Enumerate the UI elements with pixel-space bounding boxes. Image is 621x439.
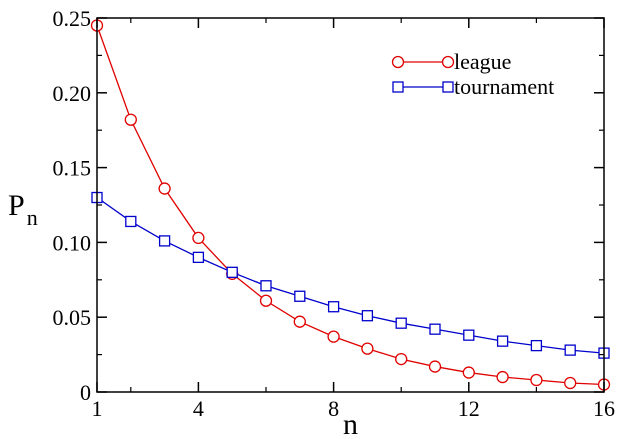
x-tick-label: 8 bbox=[328, 396, 339, 421]
data-point-tournament bbox=[260, 280, 272, 292]
y-tick-label: 0.05 bbox=[53, 305, 92, 330]
legend-marker bbox=[442, 81, 454, 93]
data-point-league bbox=[428, 360, 442, 373]
series-layer bbox=[90, 19, 611, 391]
data-point-league bbox=[259, 294, 273, 307]
data-point-tournament bbox=[361, 310, 374, 322]
y-axis-label-subscript: n bbox=[27, 205, 38, 230]
data-point-tournament bbox=[564, 344, 576, 356]
data-point-league bbox=[192, 231, 205, 245]
series-line-league bbox=[96, 25, 605, 386]
data-point-tournament bbox=[294, 290, 306, 302]
data-point-tournament bbox=[158, 235, 171, 247]
data-point-league bbox=[496, 370, 509, 384]
data-point-league bbox=[564, 376, 577, 390]
series-tournament bbox=[91, 191, 610, 359]
data-point-league bbox=[158, 182, 171, 195]
data-point-tournament bbox=[226, 266, 238, 278]
data-point-tournament bbox=[429, 323, 441, 335]
data-point-league bbox=[124, 113, 137, 126]
data-point-tournament bbox=[125, 215, 137, 228]
data-point-tournament bbox=[192, 251, 205, 264]
tick-layer: 1 4 8 12 16 0 0.05 0.10 0.15 0.20 0.25 bbox=[53, 6, 616, 421]
data-point-league bbox=[361, 342, 374, 355]
data-point-tournament bbox=[395, 317, 407, 329]
y-axis-label: Pn bbox=[8, 189, 38, 230]
x-tick-label: 4 bbox=[193, 396, 204, 421]
data-point-tournament bbox=[327, 301, 340, 313]
legend-label: league bbox=[454, 49, 511, 74]
legend-item-tournament: tournament bbox=[392, 74, 554, 99]
x-tick-label: 1 bbox=[92, 396, 103, 421]
y-tick-label: 0 bbox=[80, 380, 91, 405]
data-point-league bbox=[462, 366, 475, 379]
x-tick-label: 12 bbox=[458, 396, 480, 421]
y-tick-label: 0.15 bbox=[53, 156, 92, 181]
legend-marker bbox=[391, 55, 405, 69]
y-tick-label: 0.10 bbox=[53, 230, 92, 255]
x-axis-label: n bbox=[343, 408, 358, 439]
y-axis-label-main: P bbox=[8, 189, 25, 222]
legend-item-league: league bbox=[391, 49, 511, 74]
x-tick-label: 16 bbox=[593, 396, 615, 421]
data-point-tournament bbox=[496, 335, 509, 347]
legend-label: tournament bbox=[454, 74, 554, 99]
data-point-tournament bbox=[463, 329, 475, 341]
y-tick-label: 0.25 bbox=[53, 6, 92, 31]
data-point-league bbox=[327, 330, 340, 343]
data-point-league bbox=[395, 352, 408, 366]
data-point-tournament bbox=[530, 339, 543, 352]
y-tick-label: 0.20 bbox=[53, 81, 92, 106]
legend-marker bbox=[441, 55, 455, 69]
legend-marker bbox=[392, 81, 404, 93]
data-point-league bbox=[293, 315, 306, 328]
series-line-tournament bbox=[96, 196, 605, 354]
data-point-league bbox=[530, 373, 543, 387]
